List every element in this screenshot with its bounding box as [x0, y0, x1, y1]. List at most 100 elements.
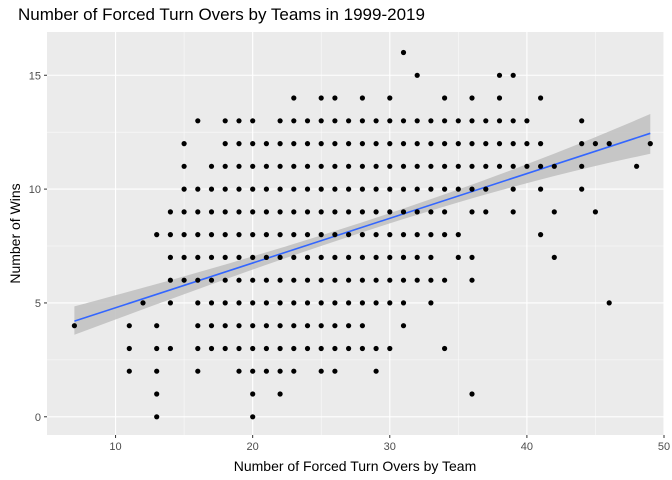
data-point — [250, 209, 256, 215]
data-point — [414, 254, 420, 260]
data-point — [442, 232, 448, 238]
data-point — [428, 186, 434, 192]
data-point — [483, 186, 489, 192]
data-point — [346, 141, 352, 147]
data-point — [236, 163, 242, 169]
data-point — [318, 163, 324, 169]
data-point — [332, 209, 338, 215]
data-point — [400, 209, 407, 215]
data-point — [483, 141, 489, 147]
data-point — [373, 141, 379, 147]
data-point — [592, 209, 599, 215]
data-point — [538, 141, 544, 147]
data-point — [263, 254, 269, 260]
data-point — [387, 141, 393, 147]
data-point — [154, 368, 160, 374]
data-point — [428, 141, 434, 147]
data-point — [304, 209, 311, 215]
data-point — [551, 163, 557, 169]
data-point — [332, 186, 338, 192]
data-point — [483, 118, 489, 124]
data-point — [236, 118, 242, 124]
data-point — [236, 368, 242, 374]
data-point — [387, 277, 393, 283]
data-point — [373, 232, 379, 238]
data-point — [291, 232, 297, 238]
data-point — [400, 118, 407, 124]
data-point — [469, 277, 475, 283]
data-point — [346, 323, 352, 329]
data-point — [277, 277, 283, 283]
data-point — [195, 323, 201, 329]
data-point — [414, 277, 420, 283]
x-tick-label: 40 — [521, 441, 533, 453]
data-point — [579, 163, 585, 169]
data-point — [428, 300, 434, 306]
data-point — [236, 345, 242, 352]
data-point — [524, 141, 530, 147]
data-point — [359, 118, 365, 124]
data-point — [126, 323, 132, 329]
y-axis-title: Number of Wins — [7, 183, 23, 283]
data-point — [126, 345, 132, 352]
data-point — [469, 163, 475, 169]
data-point — [332, 232, 338, 238]
data-point — [291, 345, 297, 352]
data-point — [304, 323, 311, 329]
data-point — [442, 277, 448, 283]
data-point — [469, 391, 475, 397]
data-point — [277, 209, 283, 215]
data-point — [442, 95, 448, 101]
data-point — [236, 277, 242, 283]
data-point — [414, 72, 420, 78]
data-point — [222, 277, 228, 283]
data-point — [263, 368, 269, 374]
data-point — [359, 277, 365, 283]
y-axis-ticks: 0 5 10 15 — [29, 70, 47, 424]
data-point — [359, 141, 365, 147]
data-point — [592, 141, 599, 147]
data-point — [510, 141, 516, 147]
data-point — [291, 141, 297, 147]
data-point — [455, 232, 461, 238]
data-point — [291, 95, 297, 101]
data-point — [510, 118, 516, 124]
data-point — [483, 209, 489, 215]
data-point — [167, 232, 173, 238]
data-point — [346, 277, 352, 283]
data-point — [373, 186, 379, 192]
data-point — [373, 254, 379, 260]
data-point — [304, 141, 311, 147]
data-point — [551, 209, 557, 215]
data-point — [277, 232, 283, 238]
data-point — [277, 254, 283, 260]
data-point — [277, 163, 283, 169]
data-point — [195, 300, 201, 306]
data-point — [373, 163, 379, 169]
data-point — [71, 323, 77, 329]
data-point — [181, 232, 187, 238]
data-point — [387, 95, 393, 101]
data-point — [208, 232, 215, 238]
data-point — [222, 186, 228, 192]
x-axis-title: Number of Forced Turn Overs by Team — [234, 458, 477, 474]
data-point — [263, 345, 269, 352]
x-tick-label: 30 — [384, 441, 396, 453]
data-point — [250, 323, 256, 329]
data-point — [277, 323, 283, 329]
data-point — [222, 163, 228, 169]
data-point — [400, 163, 407, 169]
data-point — [332, 368, 338, 374]
x-tick-label: 20 — [247, 441, 259, 453]
data-point — [496, 163, 503, 169]
data-point — [291, 368, 297, 374]
data-point — [250, 345, 256, 352]
data-point — [428, 209, 434, 215]
data-point — [510, 72, 516, 78]
data-point — [442, 163, 448, 169]
data-point — [318, 141, 324, 147]
data-point — [442, 209, 448, 215]
data-point — [263, 209, 269, 215]
data-point — [222, 141, 228, 147]
data-point — [332, 163, 338, 169]
